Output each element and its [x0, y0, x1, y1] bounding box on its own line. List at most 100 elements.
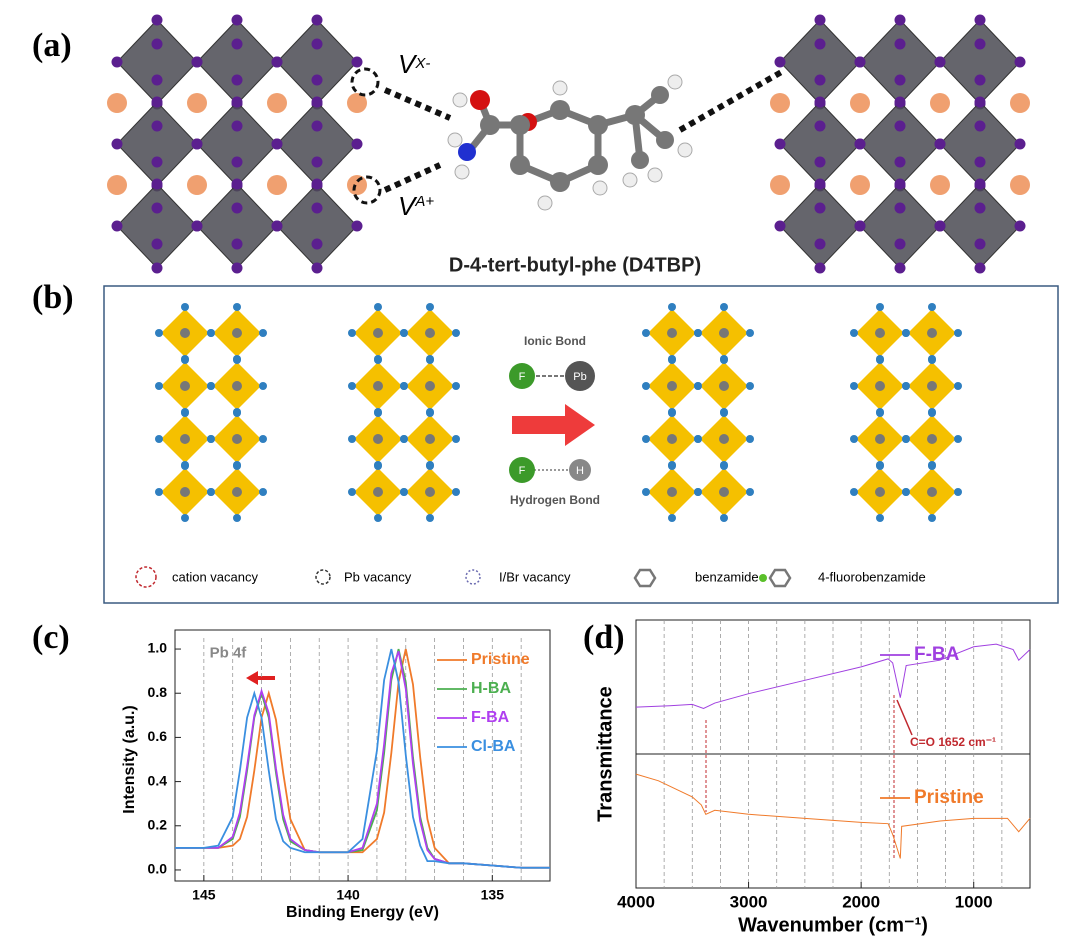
halide-atom: [894, 238, 906, 250]
halide-atom: [694, 488, 702, 496]
halide-atom: [928, 462, 936, 470]
halide-atom: [902, 435, 910, 443]
halide-atom: [934, 56, 946, 68]
atom: [509, 457, 535, 483]
halide-atom: [374, 356, 382, 364]
halide-atom: [181, 303, 189, 311]
legend-text: 4-fluorobenzamide: [818, 569, 926, 584]
halide-atom: [814, 238, 826, 250]
halide-atom: [894, 262, 906, 274]
halide-atom: [452, 329, 460, 337]
halide-atom: [720, 356, 728, 364]
halide-atom: [231, 238, 243, 250]
halide-atom: [231, 14, 243, 26]
halide-atom: [259, 382, 267, 390]
halide-atom: [259, 488, 267, 496]
halide-atom: [151, 14, 163, 26]
cation-atom: [850, 175, 870, 195]
metal-atom: [927, 381, 937, 391]
y-tick-label: 0.4: [148, 772, 168, 788]
cation-atom: [1010, 175, 1030, 195]
halide-atom: [746, 382, 754, 390]
cation-atom: [347, 175, 367, 195]
metal-atom: [373, 487, 383, 497]
halide-atom: [814, 156, 826, 168]
legend-symbol: [465, 569, 481, 585]
halide-atom: [374, 514, 382, 522]
shift-arrow: [246, 671, 275, 685]
halide-atom: [642, 329, 650, 337]
legend-symbol: [315, 569, 331, 585]
halide-atom: [894, 96, 906, 108]
series-line: [175, 648, 550, 869]
halide-atom: [374, 409, 382, 417]
halide-atom: [151, 96, 163, 108]
halide-atom: [894, 120, 906, 132]
halide-atom: [854, 56, 866, 68]
legend-text: Cl-BA: [471, 738, 516, 755]
halide-atom: [452, 488, 460, 496]
halide-atom: [233, 462, 241, 470]
cation-atom: [107, 175, 127, 195]
halide-atom: [231, 96, 243, 108]
panel-label: (a): [32, 27, 72, 64]
halide-atom: [311, 74, 323, 86]
halide-atom: [876, 409, 884, 417]
halide-atom: [876, 462, 884, 470]
halide-atom: [894, 74, 906, 86]
octahedron: [939, 19, 1021, 105]
series-line: [635, 773, 1031, 859]
halide-atom: [668, 462, 676, 470]
series-line: [635, 643, 1031, 709]
halide-atom: [974, 120, 986, 132]
halide-atom: [311, 262, 323, 274]
metal-atom: [180, 487, 190, 497]
halide-atom: [850, 435, 858, 443]
halide-atom: [1014, 138, 1026, 150]
bond-label: Hydrogen Bond: [510, 493, 600, 507]
halide-atom: [151, 74, 163, 86]
halide-atom: [854, 138, 866, 150]
halide-atom: [854, 220, 866, 232]
metal-atom: [927, 434, 937, 444]
halide-atom: [746, 435, 754, 443]
plot-frame: [174, 629, 551, 882]
halide-atom: [974, 14, 986, 26]
halide-atom: [814, 38, 826, 50]
halide-atom: [311, 156, 323, 168]
halide-atom: [894, 202, 906, 214]
halide-atom: [934, 138, 946, 150]
halide-atom: [155, 329, 163, 337]
halide-atom: [311, 14, 323, 26]
halide-atom: [814, 262, 826, 274]
halide-atom: [233, 514, 241, 522]
atom: [509, 363, 535, 389]
annotation: Pb 4f: [210, 644, 248, 661]
metal-atom: [373, 328, 383, 338]
halide-atom: [668, 409, 676, 417]
halide-atom: [894, 38, 906, 50]
octahedron: [196, 183, 278, 269]
halide-atom: [1014, 56, 1026, 68]
cation-atom: [850, 93, 870, 113]
octahedron: [116, 19, 198, 105]
halide-atom: [426, 303, 434, 311]
legend-text: H-BA: [471, 680, 511, 697]
halide-atom: [928, 514, 936, 522]
molecule-label: D-4-tert-butyl-phe (D4TBP): [449, 254, 701, 276]
halide-atom: [351, 220, 363, 232]
panel-label: (b): [32, 279, 74, 316]
series-line: [175, 650, 550, 869]
x-tick-label: 3000: [730, 892, 768, 911]
halide-atom: [231, 38, 243, 50]
halide-atom: [850, 329, 858, 337]
halide-atom: [850, 382, 858, 390]
symbol: V: [398, 49, 418, 79]
metal-atom: [180, 328, 190, 338]
halide-atom: [894, 178, 906, 190]
halide-atom: [694, 435, 702, 443]
halide-atom: [151, 238, 163, 250]
metal-atom: [667, 328, 677, 338]
halide-atom: [351, 138, 363, 150]
